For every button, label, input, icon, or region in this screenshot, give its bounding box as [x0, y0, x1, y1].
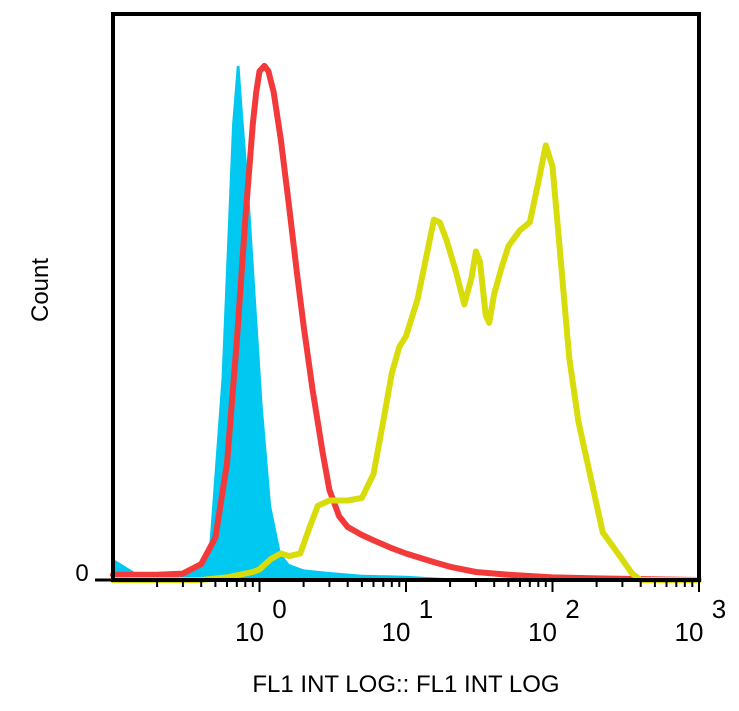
y-axis-label: Count	[27, 258, 54, 322]
line-series-layer	[110, 62, 702, 583]
y-tick-label: 0	[75, 560, 88, 587]
x-tick-label: 10 0	[235, 594, 287, 647]
x-tick-label: 10 2	[528, 594, 580, 647]
x-tick-label-base: 10	[235, 617, 264, 647]
x-axis-tick-labels: 10 0 10 1 10 2 10 3	[235, 594, 726, 647]
x-tick-label: 10 1	[382, 594, 434, 647]
x-tick-label-exponent: 3	[712, 594, 726, 624]
filled-series-layer	[113, 65, 699, 580]
histogram-line-series-3	[110, 142, 702, 583]
x-axis-label: FL1 INT LOG:: FL1 INT LOG	[252, 671, 559, 698]
plot-frame	[111, 12, 701, 582]
x-tick-label-base: 10	[528, 617, 557, 647]
y-axis-tick-labels: 0	[75, 560, 88, 587]
x-tick-label-exponent: 2	[565, 594, 579, 624]
x-tick-label: 10 3	[675, 594, 727, 647]
x-tick-label-base: 10	[382, 617, 411, 647]
histogram-fill-series-1	[113, 65, 699, 580]
x-tick-label-exponent: 0	[272, 594, 286, 624]
x-axis-ticks	[95, 578, 700, 592]
histogram-line-series-2	[110, 62, 702, 583]
x-tick-label-exponent: 1	[419, 594, 433, 624]
x-tick-label-base: 10	[675, 617, 704, 647]
